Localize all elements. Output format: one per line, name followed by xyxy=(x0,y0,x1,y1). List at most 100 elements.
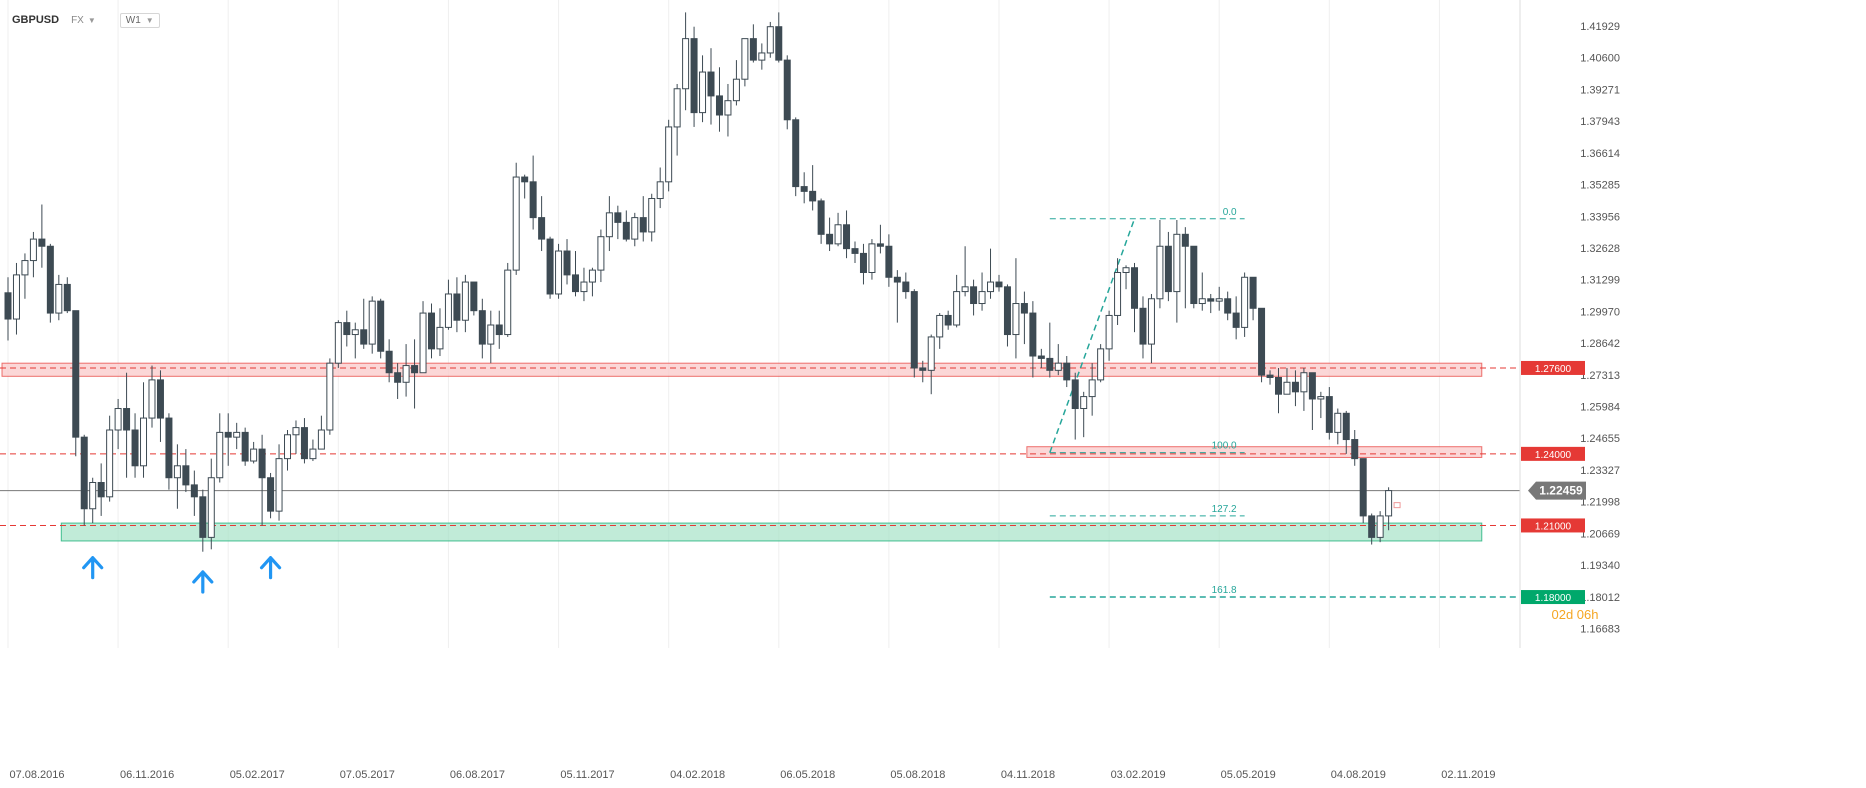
bull-candle-body xyxy=(1241,276,1249,328)
timeframe-label: W1 xyxy=(125,14,141,26)
bull-candle-body xyxy=(487,324,495,345)
candle xyxy=(868,239,876,280)
candle xyxy=(563,239,571,285)
chart-header: GBPUSD FX ▼ W1 ▼ xyxy=(12,12,160,28)
price-tick-label: 1.41929 xyxy=(1580,21,1620,33)
bull-candle-body xyxy=(1012,303,1020,336)
candle xyxy=(1232,296,1240,340)
candle xyxy=(936,313,944,349)
candle xyxy=(343,310,351,347)
candle xyxy=(707,48,715,125)
fib-swing-line[interactable] xyxy=(1049,218,1136,453)
bull-candle-body xyxy=(148,379,156,419)
candle xyxy=(436,308,444,357)
bear-candle-body xyxy=(46,245,54,314)
candle xyxy=(512,162,520,275)
candle xyxy=(1385,487,1393,531)
candle xyxy=(12,262,20,335)
bull-candle-body xyxy=(326,362,334,431)
fibonacci-tool[interactable]: 0.0 100.0 127.2 161.8 xyxy=(1049,207,1520,598)
candle xyxy=(495,310,503,349)
level-price-tag[interactable]: 1.27600 xyxy=(1521,360,1585,375)
bull-candle-body xyxy=(140,417,148,467)
candle xyxy=(834,212,842,247)
candle xyxy=(131,413,139,478)
bear-candle-body xyxy=(428,312,435,350)
level-tag-text: 1.24000 xyxy=(1535,450,1572,461)
candle xyxy=(1291,370,1299,407)
bull-candle-body xyxy=(368,300,376,345)
candle xyxy=(46,243,54,323)
price-tick-label: 1.37943 xyxy=(1580,116,1620,128)
candle xyxy=(1258,307,1266,383)
time-tick-label: 04.08.2019 xyxy=(1331,769,1386,781)
bear-candle-body xyxy=(521,176,529,183)
candle xyxy=(326,358,334,435)
timeframe-selector[interactable]: W1 ▼ xyxy=(119,12,160,28)
bull-candle-body xyxy=(1147,298,1155,345)
candle xyxy=(317,415,325,450)
support-zone[interactable] xyxy=(60,522,1483,542)
candle xyxy=(199,489,207,552)
candle xyxy=(250,441,258,464)
level-price-tag[interactable]: 1.24000 xyxy=(1521,446,1585,461)
candle xyxy=(783,55,791,130)
time-axis[interactable]: 07.08.2016 06.11.2016 05.02.2017 07.05.2017… xyxy=(9,769,1495,781)
candle xyxy=(1054,344,1062,376)
candle xyxy=(673,83,681,156)
bull-candle-body xyxy=(12,274,20,320)
candle xyxy=(1114,258,1122,325)
bull-candle-body xyxy=(724,100,732,116)
bear-candle-body xyxy=(1003,286,1011,336)
candle xyxy=(614,205,622,240)
bear-candle-body xyxy=(817,200,825,235)
candle xyxy=(876,224,884,254)
candle xyxy=(470,281,478,316)
resistance-zone[interactable] xyxy=(1,362,1483,377)
bear-candle-body xyxy=(470,281,478,312)
bear-candle-body xyxy=(851,248,859,254)
instrument-type-chevron-down-icon[interactable]: ▼ xyxy=(87,15,96,25)
candle xyxy=(919,360,927,383)
bear-candle-body xyxy=(792,119,800,188)
level-price-tag[interactable]: 1.18000 xyxy=(1521,590,1585,605)
bull-candle-body xyxy=(766,26,774,54)
fib-level-label: 161.8 xyxy=(1212,585,1237,596)
bull-candle-body xyxy=(504,269,512,336)
bear-candle-body xyxy=(1249,276,1257,309)
candle xyxy=(1308,372,1316,430)
bull-candle-body xyxy=(1173,233,1181,293)
bear-candle-body xyxy=(775,26,783,61)
resistance-zone[interactable] xyxy=(1026,446,1483,458)
bear-candle-body xyxy=(1020,303,1028,314)
candle xyxy=(1241,272,1249,337)
bull-candle-body xyxy=(732,78,740,102)
price-axis[interactable]: 1.41929 1.40600 1.39271 1.37943 1.36614 1.352… xyxy=(1519,0,1620,648)
candle xyxy=(394,363,402,399)
bear-candle-body xyxy=(893,276,901,283)
level-price-tag[interactable]: 1.21000 xyxy=(1521,518,1585,533)
bear-candle-body xyxy=(165,417,173,479)
symbol-label[interactable]: GBPUSD xyxy=(12,14,60,26)
candle xyxy=(487,310,495,364)
candle xyxy=(419,301,427,374)
instrument-type-label[interactable]: FX xyxy=(71,14,84,26)
bear-candle-body xyxy=(800,186,808,192)
bear-candle-body xyxy=(826,233,834,245)
bear-candle-body xyxy=(123,408,131,431)
bull-candle-body xyxy=(173,465,181,479)
candle xyxy=(1012,258,1020,359)
bear-candle-body xyxy=(131,429,139,467)
candle xyxy=(1283,367,1291,395)
bear-candle-body xyxy=(4,292,12,320)
candle xyxy=(978,272,986,311)
candle xyxy=(656,167,664,209)
candle xyxy=(1198,272,1206,311)
bear-candle-body xyxy=(1164,245,1172,293)
price-tick-label: 1.36614 xyxy=(1580,148,1620,160)
bear-candle-body xyxy=(182,465,190,486)
bull-candle-body xyxy=(1097,348,1105,381)
bull-candle-body xyxy=(978,291,986,305)
